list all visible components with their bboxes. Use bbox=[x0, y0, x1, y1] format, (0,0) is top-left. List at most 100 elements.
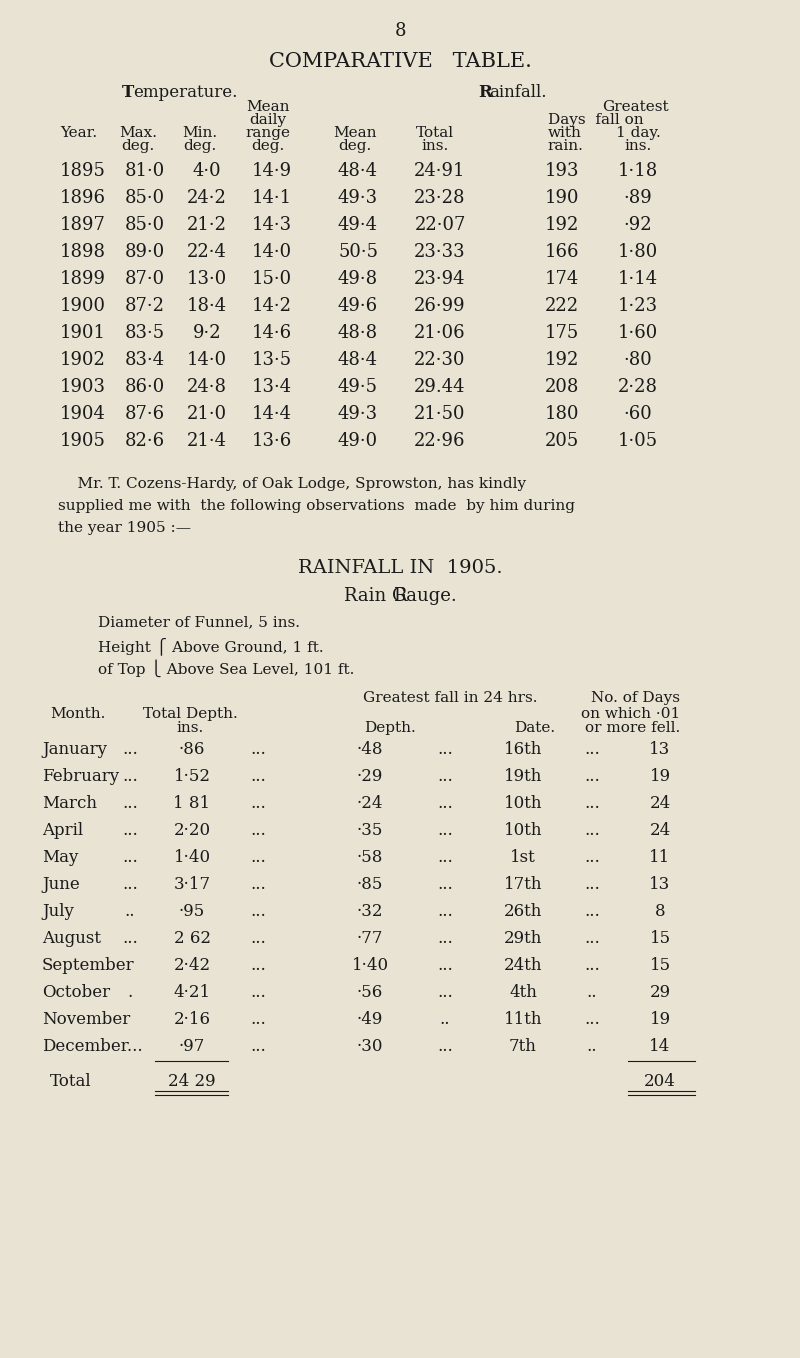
Text: 19th: 19th bbox=[504, 769, 542, 785]
Text: 1 day.: 1 day. bbox=[616, 126, 660, 140]
Text: rain.: rain. bbox=[547, 139, 583, 153]
Text: ...: ... bbox=[250, 876, 266, 894]
Text: ...: ... bbox=[584, 930, 600, 947]
Text: deg.: deg. bbox=[122, 139, 154, 153]
Text: 89·0: 89·0 bbox=[125, 243, 165, 261]
Text: 10th: 10th bbox=[504, 822, 542, 839]
Text: 205: 205 bbox=[545, 432, 579, 449]
Text: 14·1: 14·1 bbox=[252, 189, 292, 206]
Text: 204: 204 bbox=[644, 1073, 676, 1090]
Text: 10th: 10th bbox=[504, 794, 542, 812]
Text: ...: ... bbox=[250, 769, 266, 785]
Text: November: November bbox=[42, 1010, 130, 1028]
Text: ·49: ·49 bbox=[357, 1010, 383, 1028]
Text: 193: 193 bbox=[545, 162, 579, 181]
Text: 26·99: 26·99 bbox=[414, 297, 466, 315]
Text: 49·8: 49·8 bbox=[338, 270, 378, 288]
Text: 13·0: 13·0 bbox=[187, 270, 227, 288]
Text: Diameter of Funnel, 5 ins.: Diameter of Funnel, 5 ins. bbox=[98, 615, 300, 629]
Text: 24 29: 24 29 bbox=[168, 1073, 216, 1090]
Text: Mean: Mean bbox=[246, 100, 290, 114]
Text: ...: ... bbox=[122, 741, 138, 758]
Text: Mr. T. Cozens-Hardy, of Oak Lodge, Sprowston, has kindly: Mr. T. Cozens-Hardy, of Oak Lodge, Sprow… bbox=[58, 477, 526, 492]
Text: 1898: 1898 bbox=[60, 243, 106, 261]
Text: 2 62: 2 62 bbox=[174, 930, 210, 947]
Text: Height ⎧ Above Ground, 1 ft.: Height ⎧ Above Ground, 1 ft. bbox=[98, 637, 324, 655]
Text: 208: 208 bbox=[545, 378, 579, 397]
Text: 13: 13 bbox=[650, 741, 670, 758]
Text: ·89: ·89 bbox=[624, 189, 652, 206]
Text: Total: Total bbox=[416, 126, 454, 140]
Text: 29.44: 29.44 bbox=[414, 378, 466, 397]
Text: ·60: ·60 bbox=[624, 405, 652, 422]
Text: 3·17: 3·17 bbox=[174, 876, 210, 894]
Text: 24·91: 24·91 bbox=[414, 162, 466, 181]
Text: ...: ... bbox=[250, 930, 266, 947]
Text: 1·80: 1·80 bbox=[618, 243, 658, 261]
Text: supplied me with  the following observations  made  by him during: supplied me with the following observati… bbox=[58, 498, 575, 513]
Text: deg.: deg. bbox=[251, 139, 285, 153]
Text: ...: ... bbox=[437, 1038, 453, 1055]
Text: daily: daily bbox=[250, 113, 286, 128]
Text: ·29: ·29 bbox=[357, 769, 383, 785]
Text: Mean: Mean bbox=[334, 126, 377, 140]
Text: 1st: 1st bbox=[510, 849, 536, 866]
Text: 49·3: 49·3 bbox=[338, 405, 378, 422]
Text: ...: ... bbox=[437, 930, 453, 947]
Text: Total Depth.: Total Depth. bbox=[142, 708, 238, 721]
Text: ins.: ins. bbox=[422, 139, 449, 153]
Text: ...: ... bbox=[250, 741, 266, 758]
Text: 22·4: 22·4 bbox=[187, 243, 227, 261]
Text: 222: 222 bbox=[545, 297, 579, 315]
Text: 81·0: 81·0 bbox=[125, 162, 165, 181]
Text: 11: 11 bbox=[650, 849, 670, 866]
Text: ..: .. bbox=[586, 1038, 598, 1055]
Text: ...: ... bbox=[122, 849, 138, 866]
Text: 14·0: 14·0 bbox=[187, 350, 227, 369]
Text: 1·60: 1·60 bbox=[618, 325, 658, 342]
Text: Min.: Min. bbox=[182, 126, 218, 140]
Text: February: February bbox=[42, 769, 119, 785]
Text: 15·0: 15·0 bbox=[252, 270, 292, 288]
Text: ·56: ·56 bbox=[357, 985, 383, 1001]
Text: deg.: deg. bbox=[183, 139, 217, 153]
Text: ...: ... bbox=[437, 769, 453, 785]
Text: Max.: Max. bbox=[119, 126, 157, 140]
Text: 14·4: 14·4 bbox=[252, 405, 292, 422]
Text: 166: 166 bbox=[545, 243, 579, 261]
Text: ...: ... bbox=[584, 769, 600, 785]
Text: ins.: ins. bbox=[624, 139, 652, 153]
Text: 21·06: 21·06 bbox=[414, 325, 466, 342]
Text: R: R bbox=[394, 587, 406, 606]
Text: 175: 175 bbox=[545, 325, 579, 342]
Text: 23·33: 23·33 bbox=[414, 243, 466, 261]
Text: ...: ... bbox=[584, 876, 600, 894]
Text: 14·9: 14·9 bbox=[252, 162, 292, 181]
Text: 29: 29 bbox=[650, 985, 670, 1001]
Text: ...: ... bbox=[437, 741, 453, 758]
Text: ...: ... bbox=[437, 849, 453, 866]
Text: 14·2: 14·2 bbox=[252, 297, 292, 315]
Text: 190: 190 bbox=[545, 189, 579, 206]
Text: Greatest fall in 24 hrs.: Greatest fall in 24 hrs. bbox=[362, 691, 538, 705]
Text: ...: ... bbox=[250, 903, 266, 919]
Text: 21·0: 21·0 bbox=[187, 405, 227, 422]
Text: ·86: ·86 bbox=[179, 741, 205, 758]
Text: May: May bbox=[42, 849, 78, 866]
Text: ..: .. bbox=[586, 985, 598, 1001]
Text: with: with bbox=[548, 126, 582, 140]
Text: 22·07: 22·07 bbox=[414, 216, 466, 234]
Text: Days  fall on: Days fall on bbox=[548, 113, 644, 128]
Text: 1·05: 1·05 bbox=[618, 432, 658, 449]
Text: 26th: 26th bbox=[504, 903, 542, 919]
Text: 24·8: 24·8 bbox=[187, 378, 227, 397]
Text: 2·42: 2·42 bbox=[174, 957, 210, 974]
Text: August: August bbox=[42, 930, 101, 947]
Text: ...: ... bbox=[584, 822, 600, 839]
Text: 174: 174 bbox=[545, 270, 579, 288]
Text: March: March bbox=[42, 794, 97, 812]
Text: 23·94: 23·94 bbox=[414, 270, 466, 288]
Text: 48·8: 48·8 bbox=[338, 325, 378, 342]
Text: ...: ... bbox=[584, 794, 600, 812]
Text: 49·0: 49·0 bbox=[338, 432, 378, 449]
